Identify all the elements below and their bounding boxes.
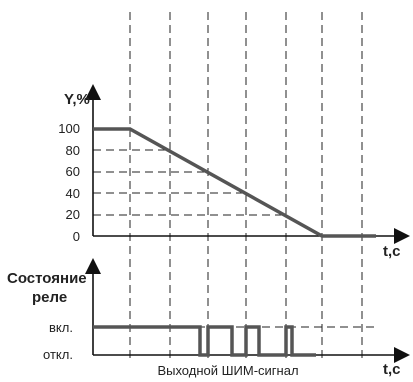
pwm-signal-line [93, 325, 316, 357]
pwm-caption: Выходной ШИМ-сигнал [157, 363, 298, 378]
top-y-axis-label: Y,% [64, 91, 90, 108]
bottom-x-axis-label: t,c [383, 361, 401, 378]
top-x-axis-label: t,c [383, 243, 401, 260]
vertical-dashed-guides [129, 12, 363, 358]
tick-100: 100 [58, 121, 80, 136]
output-level-line [93, 127, 376, 238]
tick-0: 0 [73, 229, 80, 244]
tick-40: 40 [66, 186, 80, 201]
relay-state-label-line1: Состояние [7, 270, 87, 287]
tick-20: 20 [66, 207, 80, 222]
top-y-ticks: 100 80 60 40 20 0 [58, 121, 80, 244]
tick-80: 80 [66, 143, 80, 158]
top-chart-axes [85, 84, 410, 244]
tick-60: 60 [66, 164, 80, 179]
on-label: вкл. [49, 320, 73, 335]
relay-state-label-line2: реле [32, 289, 67, 306]
horizontal-dashed-guides [93, 149, 286, 216]
off-label: откл. [43, 347, 73, 362]
